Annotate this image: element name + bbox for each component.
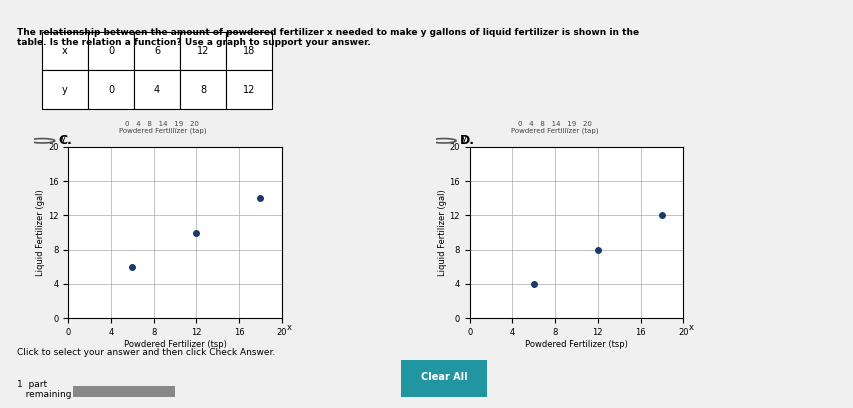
Bar [226,70,272,109]
Text: Click to select your answer and then click Check Answer.: Click to select your answer and then cli… [17,348,275,357]
Bar [42,32,88,70]
Text: 12: 12 [243,85,255,95]
Text: 8: 8 [200,85,206,95]
Text: 12: 12 [197,46,209,56]
Bar [401,360,486,397]
Text: y: y [61,133,66,142]
Text: 18: 18 [243,46,255,56]
Text: D.: D. [459,134,474,147]
Text: 4: 4 [154,85,160,95]
Bar [73,386,175,397]
Text: x: x [62,46,68,56]
X-axis label: Powdered Fertilizer (tsp): Powdered Fertilizer (tsp) [124,340,226,349]
Text: 0: 0 [107,85,114,95]
Bar [180,70,226,109]
Y-axis label: Liquid Fertilizer (gal): Liquid Fertilizer (gal) [36,189,45,276]
Text: x: x [688,322,693,332]
Bar [42,70,88,109]
Bar [226,32,272,70]
Text: 0: 0 [107,46,114,56]
X-axis label: Powdered Fertilizer (tsp): Powdered Fertilizer (tsp) [525,340,627,349]
Text: The relationship between the amount of powdered fertilizer x needed to make y ga: The relationship between the amount of p… [17,28,638,47]
Text: x: x [287,322,292,332]
Bar [134,70,180,109]
Text: y: y [461,133,467,142]
Text: y: y [62,85,68,95]
Bar [134,32,180,70]
Bar [88,70,134,109]
Bar [180,32,226,70]
Y-axis label: Liquid Fertilizer (gal): Liquid Fertilizer (gal) [437,189,446,276]
Text: Clear All: Clear All [421,372,467,382]
Text: 0   4   8   14   19   20
Powdered Fertiliïzer (tap): 0 4 8 14 19 20 Powdered Fertiliïzer (tap… [511,121,598,134]
Text: 6: 6 [154,46,160,56]
Text: C.: C. [58,134,72,147]
Text: 1  part
   remaining: 1 part remaining [17,380,72,399]
Text: 0   4   8   14   19   20
Powdered Fertiliïzer (tap): 0 4 8 14 19 20 Powdered Fertiliïzer (tap… [119,121,206,134]
Bar [88,32,134,70]
